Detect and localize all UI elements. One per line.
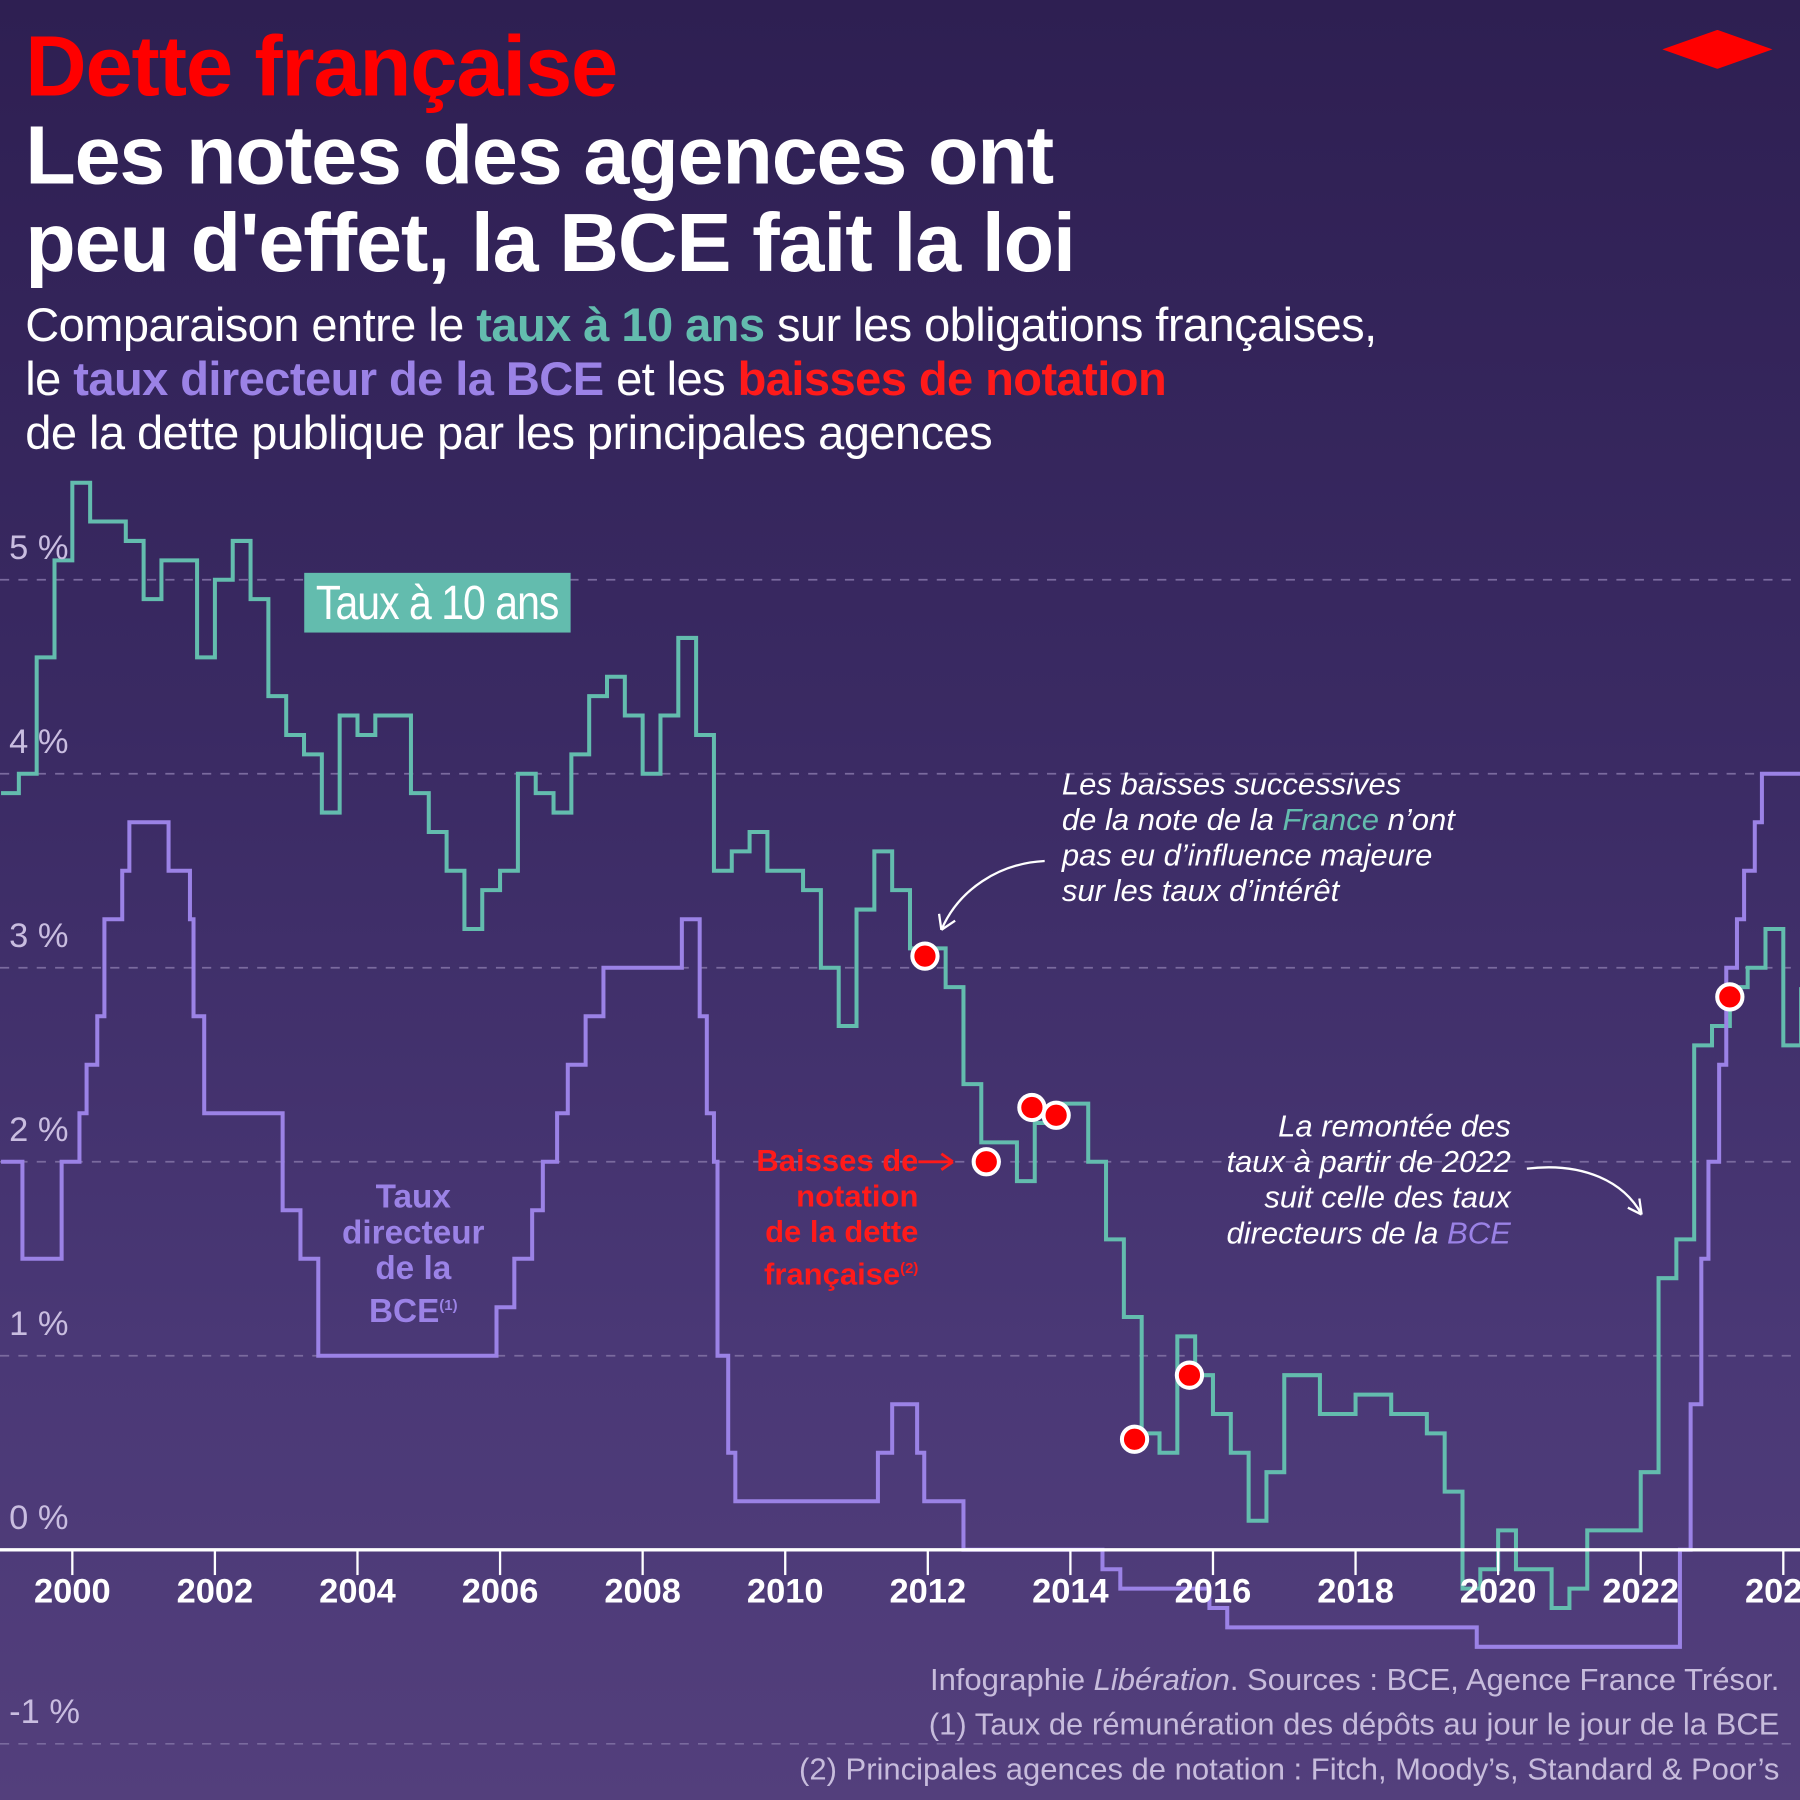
footnote-2: (2) Principales agences de notation : Fi… [799,1751,1780,1787]
y-tick-label: 1 % [9,1305,69,1344]
subtitle-teal: taux à 10 ans [476,298,765,352]
subtitle-red: baisses de notation [737,352,1167,406]
subtitle-text: le [25,352,74,406]
annotation-arrows [918,859,1643,1216]
source-text: . Sources : BCE, Agence France Trésor. [1229,1662,1780,1697]
label-line: BCE [369,1293,440,1331]
y-tick-label: 2 % [9,1111,69,1150]
annotation-downgrades: Les baisses successives de la note de la… [1062,767,1455,909]
annotation-line: taux à partir de 2022 [1226,1144,1511,1179]
footnote-ref: (1) [439,1296,458,1314]
annotation-line: de la note de la [1061,802,1283,837]
subtitle: Comparaison entre le taux à 10 ans sur l… [25,298,1377,460]
annotation-line: pas eu d’influence majeure [1061,838,1433,873]
arrow-annotation-2 [1526,1166,1643,1216]
y-tick-label: 3 % [9,917,69,956]
diamond-logo-icon [1662,29,1773,69]
x-tick-label: 2000 [34,1572,111,1611]
downgrade-marker [1041,1100,1071,1130]
downgrade-markers [910,941,1745,1454]
kicker: Dette française [25,18,618,114]
series-lines [1,480,1800,1649]
footnote-ref: (2) [900,1259,919,1277]
downgrade-marker [910,941,940,971]
x-tick-label: 2004 [319,1572,396,1611]
series-line-ecb-rate [1,771,1800,1649]
x-tick-label: 2024 [1744,1572,1800,1611]
headline-line: peu d'effet, la BCE fait la loi [25,197,1076,290]
annotation-highlight: France [1282,802,1379,837]
x-tick-label: 2006 [461,1572,539,1611]
annotation-highlight: BCE [1447,1215,1511,1251]
x-tick-label: 2016 [1174,1572,1252,1611]
annotation-rate-rise: La remontée des taux à partir de 2022 su… [1137,1108,1511,1251]
downgrade-marker [971,1147,1001,1177]
label-line: de la [375,1250,452,1287]
source-publisher: Libération [1093,1662,1230,1697]
x-tick-label: 2008 [604,1572,681,1611]
label-ecb-rate: Taux directeur de la BCE(1) [321,1180,505,1330]
grid [0,578,1800,1745]
x-tick-label: 2012 [889,1572,967,1611]
downgrade-marker [1174,1360,1205,1390]
label-line: directeur [342,1214,485,1252]
subtitle-text: de la dette publique par les principales… [25,406,993,460]
annotation-line: directeurs de la [1226,1215,1448,1251]
headline: Les notes des agences ont peu d'effet, l… [25,110,1076,290]
annotation-line: Les baisses successives [1061,766,1402,802]
downgrade-marker [1017,1092,1047,1123]
x-tick-label: 2018 [1317,1572,1394,1611]
label-downgrades: Baisses de notation de la dette français… [712,1143,919,1292]
x-tick-label: 2014 [1032,1572,1109,1611]
label-line: de la dette [765,1214,919,1250]
footer: Infographie Libération. Sources : BCE, A… [799,1658,1779,1792]
x-tick-label: 2022 [1602,1572,1680,1611]
y-tick-label: 0 % [9,1499,69,1538]
y-tick-label: 4 % [9,723,69,762]
label-line: française [764,1257,901,1292]
x-axis [0,1548,1800,1576]
downgrade-marker [1715,982,1745,1012]
x-tick-label: 2020 [1459,1572,1537,1611]
label-line: Taux [375,1178,451,1216]
label-line: notation [796,1178,919,1214]
downgrade-marker [1119,1424,1150,1454]
x-tick-label: 2002 [176,1572,254,1611]
annotation-line: n’ont [1378,802,1455,837]
x-tick-label: 2010 [746,1572,824,1611]
y-tick-label: -1 % [9,1693,81,1732]
annotation-line: sur les taux d’intérêt [1061,873,1340,909]
arrow-downgrade-label [918,1152,954,1171]
subtitle-text: Comparaison entre le [25,298,477,352]
annotation-line: suit celle des taux [1264,1180,1511,1215]
annotation-line: La remontée des [1278,1108,1511,1144]
label-line: Baisses de [756,1143,919,1178]
arrow-annotation-1 [937,859,1045,931]
headline-line: Les notes des agences ont [25,110,1054,203]
series-line-10y-rate [1,480,1800,1611]
label-10y-rate: Taux à 10 ans [304,572,571,633]
footnote-1: (1) Taux de rémunération des dépôts au j… [928,1707,1780,1742]
subtitle-text: sur les obligations françaises, [764,298,1377,352]
y-tick-label: 5 % [9,529,69,568]
subtitle-purple: taux directeur de la BCE [73,352,604,406]
source-text: Infographie [929,1662,1094,1697]
subtitle-text: et les [603,352,738,406]
